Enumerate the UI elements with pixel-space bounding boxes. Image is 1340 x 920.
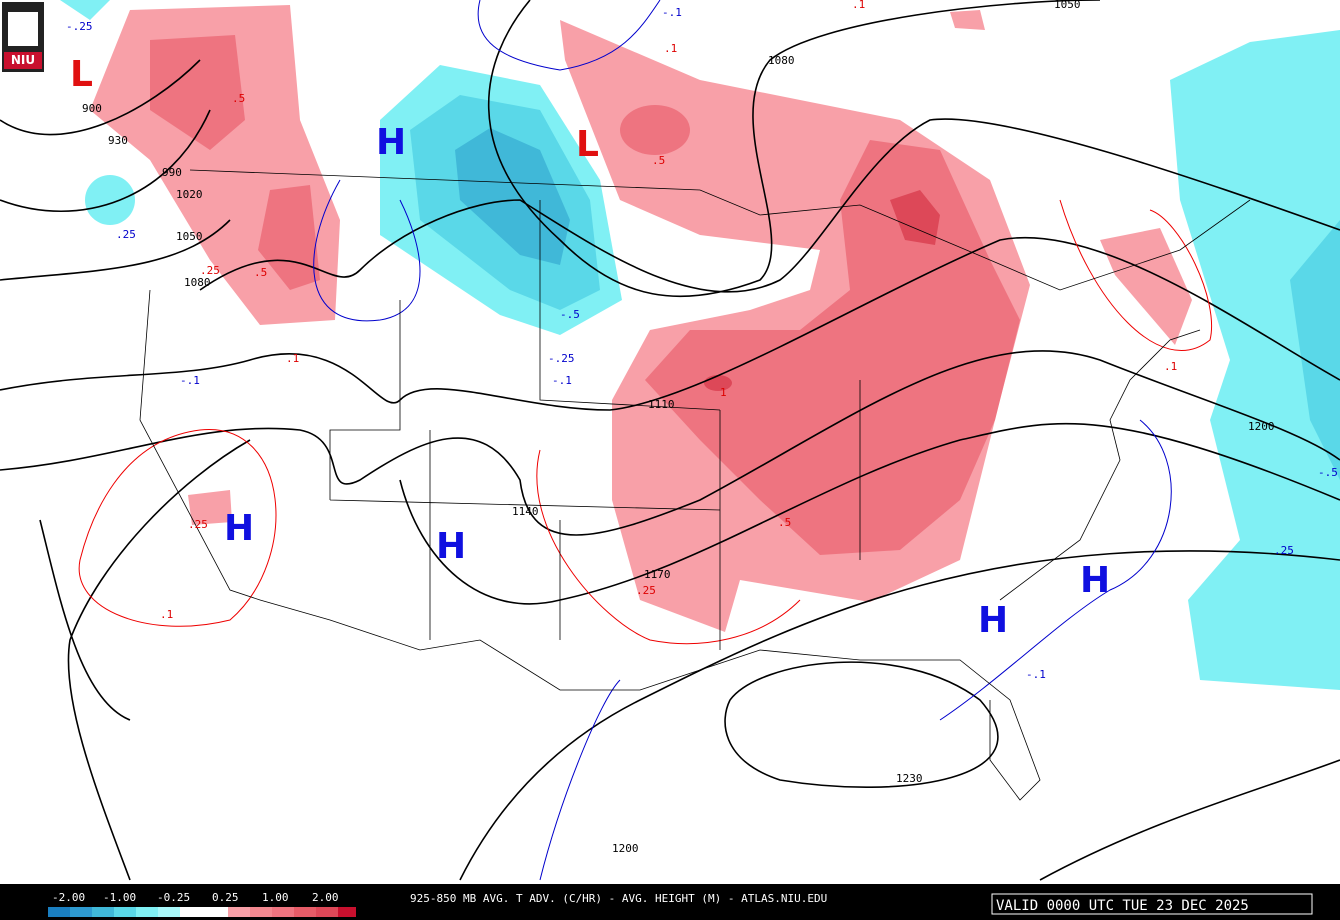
height-label: 930 (108, 134, 128, 147)
colorbar-label: 0.25 (212, 891, 239, 904)
warm-label: .1 (852, 0, 865, 11)
height-labels: 900 930 990 1020 1050 1080 1050 1080 111… (82, 0, 1275, 855)
warm-label: 1 (720, 386, 727, 399)
high-center: H (1080, 560, 1110, 601)
cold-label: -.25 (66, 20, 93, 33)
height-label: 1200 (612, 842, 639, 855)
colorbar-label: 1.00 (262, 891, 289, 904)
cold-label: -.5 (1318, 466, 1338, 479)
cold-label: -.1 (662, 6, 682, 19)
height-label: 1050 (176, 230, 203, 243)
warm-label: .5 (652, 154, 665, 167)
cold-advection (60, 0, 1340, 690)
colorbar: -2.00 -1.00 -0.25 0.25 1.00 2.00 (48, 891, 356, 917)
cold-label: -.1 (552, 374, 572, 387)
valid-box (991, 893, 1313, 915)
logo-text: NIU (11, 53, 35, 67)
warm-label: .25 (188, 518, 208, 531)
warm-label: .5 (778, 516, 791, 529)
cold-label: .25 (1274, 544, 1294, 557)
warm-label: .5 (232, 92, 245, 105)
height-label: 1170 (644, 568, 671, 581)
warm-labels: .5 .5 .5 .25 .1 1 .5 .25 .1 .25 .1 .1 .1 (160, 0, 1177, 621)
height-label: 900 (82, 102, 102, 115)
map-title: 925-850 MB AVG. T ADV. (C/HR) - AVG. HEI… (410, 892, 827, 905)
warm-label: .1 (286, 352, 299, 365)
logo: NIU (2, 2, 44, 72)
warm-label: .25 (636, 584, 656, 597)
low-center: L (576, 124, 599, 165)
high-center: H (376, 122, 406, 163)
high-center: H (224, 508, 254, 549)
warm-label: .5 (254, 266, 267, 279)
height-label: 1080 (768, 54, 795, 67)
high-center: H (436, 526, 466, 567)
borders (139, 169, 1251, 801)
valid-time: VALID 0000 UTC TUE 23 DEC 2025 (996, 898, 1249, 914)
cold-label: -.25 (548, 352, 575, 365)
height-label: 1080 (184, 276, 211, 289)
height-label: 990 (162, 166, 182, 179)
height-label: 1050 (1054, 0, 1081, 11)
warm-label: .1 (160, 608, 173, 621)
high-center: H (978, 600, 1008, 641)
height-label: 1020 (176, 188, 203, 201)
warm-label: .1 (1164, 360, 1177, 373)
colorbar-label: -2.00 (52, 891, 85, 904)
adv-contours (78, 0, 1212, 881)
cold-label: -.1 (180, 374, 200, 387)
cold-labels: -.1 -.25 -.5 -.25 -.1 -.1 .25 -.5 -.1 .2… (66, 6, 1338, 681)
cold-label: -.1 (1026, 668, 1046, 681)
colorbar-label: 2.00 (312, 891, 339, 904)
height-label: 1140 (512, 505, 539, 518)
height-label: 1110 (648, 398, 675, 411)
height-label: 1200 (1248, 420, 1275, 433)
height-contours (0, 0, 1340, 881)
cold-label: -.5 (560, 308, 580, 321)
colorbar-label: -1.00 (103, 891, 136, 904)
warm-label: .1 (664, 42, 677, 55)
low-center: L (70, 54, 93, 95)
cold-label: .25 (116, 228, 136, 241)
warm-label: .25 (200, 264, 220, 277)
height-label: 1230 (896, 772, 923, 785)
colorbar-label: -0.25 (157, 891, 190, 904)
